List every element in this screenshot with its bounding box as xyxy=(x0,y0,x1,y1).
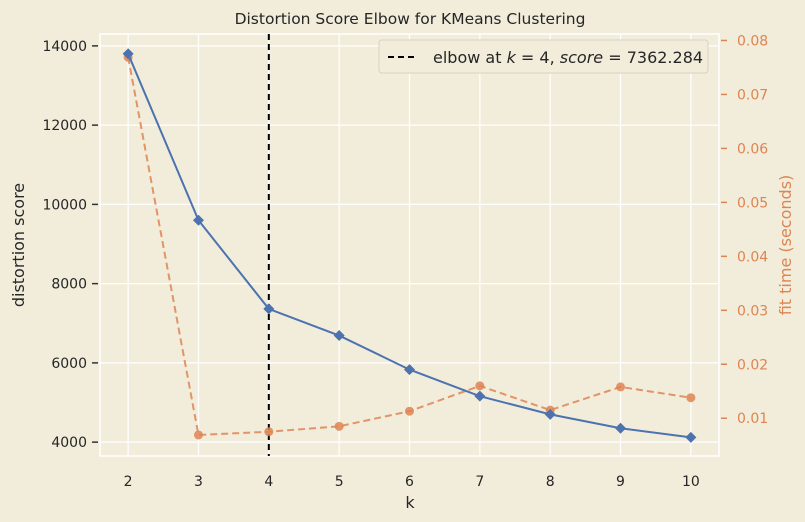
y-axis-right-ticks: 0.01 0.02 0.03 0.04 0.05 0.06 0.07 0.08 xyxy=(721,33,768,427)
y-tick-label: 4000 xyxy=(51,435,87,451)
y-tick-label: 14000 xyxy=(42,39,87,55)
y-axis-right-label: fit time (seconds) xyxy=(776,175,795,316)
x-tick-label: 10 xyxy=(682,474,700,490)
fit-time-marker xyxy=(686,393,696,403)
x-tick-label: 9 xyxy=(616,474,625,490)
fit-time-marker xyxy=(616,382,626,392)
x-tick-label: 8 xyxy=(546,474,555,490)
y-right-tick-label: 0.04 xyxy=(737,249,768,265)
y-right-tick-label: 0.01 xyxy=(737,411,768,427)
x-tick-label: 3 xyxy=(194,474,203,490)
x-tick-label: 7 xyxy=(475,474,484,490)
y-right-tick-label: 0.05 xyxy=(737,195,768,211)
legend: elbow at k = 4, score = 7362.284 xyxy=(378,39,709,74)
y-right-tick-label: 0.07 xyxy=(737,87,768,103)
y-right-tick-label: 0.06 xyxy=(737,141,768,157)
distortion-marker xyxy=(685,431,697,443)
distortion-marker xyxy=(192,214,204,226)
distortion-marker xyxy=(263,303,275,315)
fit-time-marker xyxy=(334,421,344,431)
y-right-tick-label: 0.03 xyxy=(737,303,768,319)
y-tick-label: 6000 xyxy=(51,356,87,372)
y-tick-label: 10000 xyxy=(42,197,87,213)
distortion-marker xyxy=(333,330,345,342)
chart-title: Distortion Score Elbow for KMeans Cluste… xyxy=(235,10,586,28)
x-axis-label: k xyxy=(405,493,415,512)
distortion-marker xyxy=(404,364,415,376)
y-right-tick-label: 0.08 xyxy=(737,33,768,49)
fit-time-marker xyxy=(264,427,274,437)
x-tick-label: 5 xyxy=(335,474,344,490)
fit-time-marker xyxy=(193,430,203,440)
plot-frame xyxy=(99,33,720,457)
distortion-marker xyxy=(544,408,556,420)
distortion-marker xyxy=(122,48,134,60)
x-tick-label: 4 xyxy=(264,474,273,490)
y-right-tick-label: 0.02 xyxy=(737,357,768,373)
y-axis-left-ticks: 4000 6000 8000 10000 12000 14000 xyxy=(42,39,98,451)
fit-time-marker xyxy=(405,406,414,416)
y-axis-label: distortion score xyxy=(9,183,28,307)
legend-label: elbow at k = 4, score = 7362.284 xyxy=(433,48,703,67)
distortion-marker xyxy=(474,390,486,402)
y-tick-label: 12000 xyxy=(42,118,87,134)
legend-box xyxy=(378,39,709,74)
distortion-marker xyxy=(615,422,627,434)
x-tick-label: 6 xyxy=(405,474,414,490)
fit-time-marker xyxy=(475,381,485,391)
distortion-series xyxy=(122,48,697,443)
x-tick-label: 2 xyxy=(124,474,133,490)
x-axis-ticks: 2 3 4 5 6 7 8 9 10 xyxy=(124,474,700,490)
y-tick-label: 8000 xyxy=(51,277,87,293)
